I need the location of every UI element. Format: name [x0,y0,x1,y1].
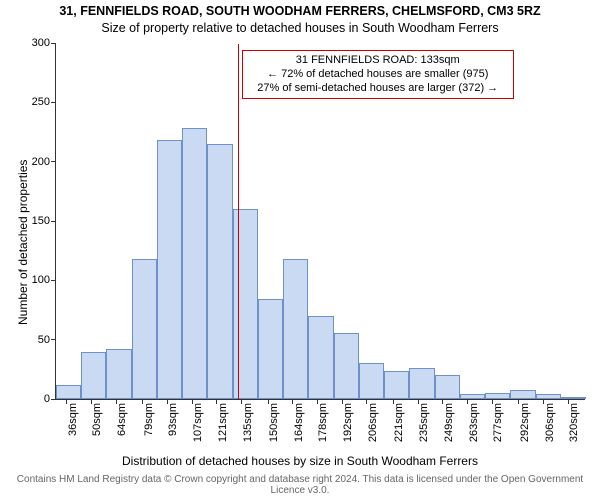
xtick-label: 79sqm [143,399,155,436]
xtick-label: 178sqm [317,399,329,442]
figure-root: 31, FENNFIELDS ROAD, SOUTH WOODHAM FERRE… [0,0,600,500]
histogram-bar [132,259,157,399]
ytick-label: 0 [44,393,56,405]
xtick-label: 50sqm [91,399,103,436]
histogram-bar [258,299,283,399]
y-axis-label: Number of detached properties [16,160,30,325]
ytick-label: 100 [32,274,56,286]
plot-area: 05010015020025030036sqm50sqm64sqm79sqm93… [55,44,585,400]
reference-line [238,44,239,399]
xtick-label: 235sqm [418,399,430,442]
histogram-bar [233,209,258,399]
histogram-bar [359,363,384,399]
xtick-label: 36sqm [67,399,79,436]
ytick-label: 300 [32,37,56,49]
ytick-label: 50 [38,334,56,346]
histogram-bar [435,375,460,399]
histogram-bar [106,349,131,399]
xtick-label: 121sqm [217,399,229,442]
xtick-label: 150sqm [268,399,280,442]
xtick-label: 320sqm [568,399,580,442]
chart-title: 31, FENNFIELDS ROAD, SOUTH WOODHAM FERRE… [0,4,600,18]
histogram-bar [409,368,434,399]
xtick-label: 135sqm [242,399,254,442]
xtick-label: 206sqm [367,399,379,442]
footer-attribution: Contains HM Land Registry data © Crown c… [10,474,590,496]
xtick-label: 277sqm [492,399,504,442]
xtick-label: 192sqm [342,399,354,442]
histogram-bar [157,140,182,399]
histogram-bar [81,352,106,399]
chart-subtitle: Size of property relative to detached ho… [0,21,600,35]
xtick-label: 292sqm [519,399,531,442]
x-axis-label: Distribution of detached houses by size … [0,454,600,468]
annotation-line: 27% of semi-detached houses are larger (… [249,82,507,96]
xtick-label: 221sqm [393,399,405,442]
histogram-bar [334,333,359,399]
xtick-label: 164sqm [293,399,305,442]
histogram-bar [384,371,409,399]
xtick-label: 64sqm [116,399,128,436]
histogram-bar [510,390,535,399]
xtick-label: 306sqm [544,399,556,442]
xtick-label: 249sqm [443,399,455,442]
ytick-label: 250 [32,96,56,108]
histogram-bar [56,385,81,399]
histogram-bar [182,128,207,399]
annotation-line: 31 FENNFIELDS ROAD: 133sqm [249,54,507,68]
xtick-label: 263sqm [468,399,480,442]
ytick-label: 200 [32,156,56,168]
histogram-bar [283,259,308,399]
xtick-label: 93sqm [167,399,179,436]
annotation-box: 31 FENNFIELDS ROAD: 133sqm← 72% of detac… [242,50,514,99]
annotation-line: ← 72% of detached houses are smaller (97… [249,68,507,82]
xtick-label: 107sqm [192,399,204,442]
histogram-bar [308,316,333,399]
histogram-bar [207,144,232,399]
ytick-label: 150 [32,215,56,227]
